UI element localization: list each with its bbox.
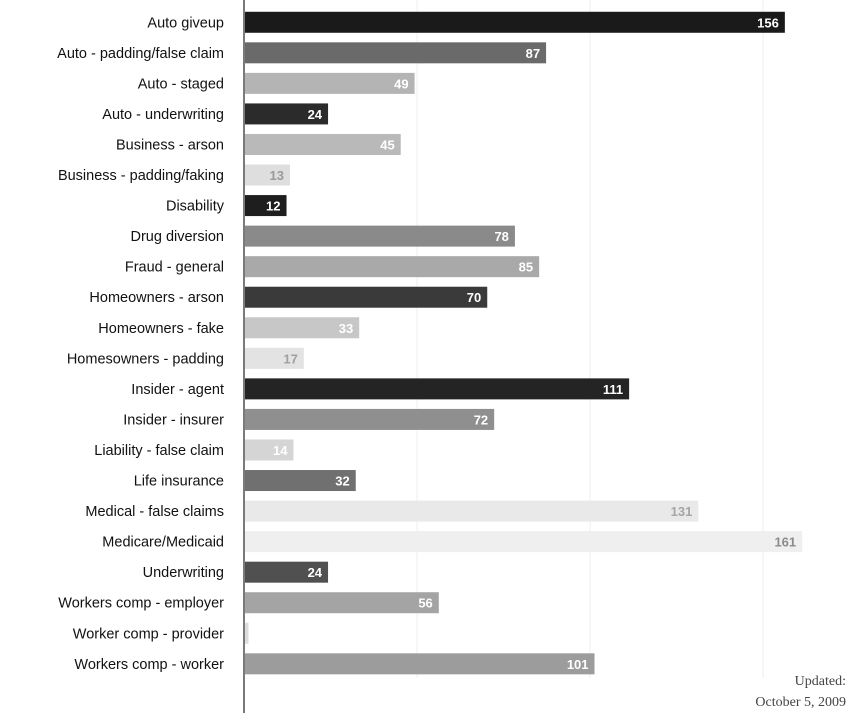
value-label: 161: [774, 535, 796, 550]
bar: [245, 225, 515, 247]
value-label: 24: [308, 565, 323, 580]
bar: [245, 500, 699, 522]
category-label: Insider - insurer: [123, 412, 224, 428]
category-label: Disability: [166, 199, 225, 215]
category-label: Workers comp - employer: [58, 596, 224, 612]
category-label: Auto - padding/false claim: [57, 46, 224, 62]
category-label: Medicare/Medicaid: [102, 535, 224, 551]
bar: [245, 317, 360, 339]
value-label: 72: [474, 412, 488, 427]
bar: [245, 347, 304, 369]
category-label: Insider - agent: [131, 382, 224, 398]
value-label: 85: [519, 260, 533, 275]
value-label: 49: [394, 76, 408, 91]
bar: [245, 72, 415, 94]
bar: [245, 256, 540, 278]
category-label: Auto - staged: [138, 76, 224, 92]
bar: [245, 164, 290, 186]
category-label: Homesowners - padding: [67, 351, 224, 367]
bar: [245, 408, 495, 430]
value-label: 156: [757, 15, 779, 30]
bar: [245, 195, 287, 217]
bar: [245, 103, 329, 125]
bar: [245, 42, 547, 64]
category-label: Auto giveup: [147, 15, 224, 31]
bar: [245, 11, 785, 33]
value-label: 70: [467, 290, 481, 305]
updated-note: Updated: October 5, 2009: [755, 672, 846, 713]
value-label: 56: [418, 596, 432, 611]
updated-date: October 5, 2009: [755, 694, 846, 710]
value-label: 17: [283, 351, 297, 366]
bar: [245, 592, 439, 614]
bar: [245, 561, 329, 583]
value-label: 12: [266, 199, 280, 214]
bar: [245, 653, 595, 675]
bar: [245, 133, 401, 155]
value-label: 33: [339, 321, 353, 336]
value-label: 32: [335, 474, 349, 489]
value-label: 24: [308, 107, 323, 122]
category-label: Liability - false claim: [94, 443, 224, 459]
value-label: 78: [494, 229, 508, 244]
value-label: 14: [273, 443, 288, 458]
value-label: 131: [671, 504, 693, 519]
updated-label: Updated:: [794, 674, 846, 690]
category-label: Homeowners - arson: [89, 290, 224, 306]
category-label: Business - padding/faking: [58, 168, 224, 184]
bar: [245, 439, 294, 461]
category-label: Life insurance: [134, 474, 224, 490]
bar: [245, 622, 249, 644]
category-label: Medical - false claims: [85, 504, 224, 520]
value-label: 13: [270, 168, 284, 183]
bar: [245, 470, 356, 492]
category-label: Fraud - general: [125, 260, 224, 276]
category-label: Auto - underwriting: [102, 107, 224, 123]
bar: [245, 286, 488, 308]
category-label: Worker comp - provider: [73, 626, 224, 642]
category-label: Business - arson: [116, 137, 224, 153]
value-label: 45: [380, 137, 394, 152]
value-label: 87: [526, 46, 540, 61]
category-label: Drug diversion: [131, 229, 225, 245]
bar: [245, 378, 630, 400]
value-label: 111: [603, 382, 623, 397]
bar: [245, 531, 803, 553]
value-label: 101: [567, 657, 589, 672]
category-label: Underwriting: [143, 565, 224, 581]
category-label: Workers comp - worker: [74, 657, 224, 673]
category-label: Homeowners - fake: [98, 321, 224, 337]
